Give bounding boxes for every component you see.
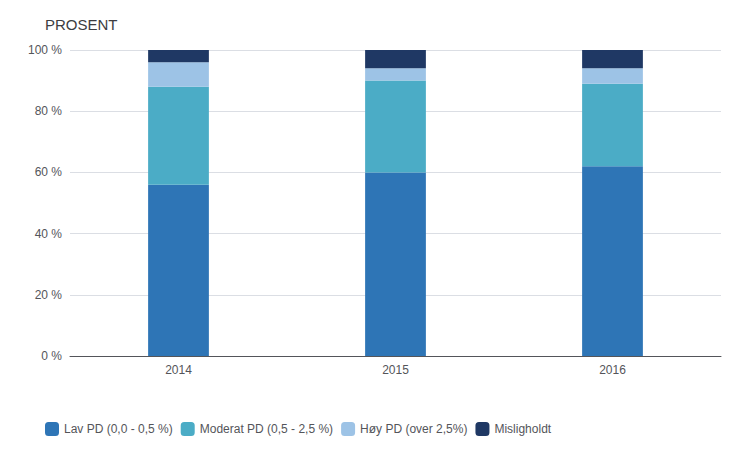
svg-text:Misligholdt: Misligholdt: [494, 422, 551, 436]
svg-text:Høy PD (over 2,5%): Høy PD (over 2,5%): [360, 422, 467, 436]
svg-text:2015: 2015: [382, 363, 409, 377]
svg-text:40 %: 40 %: [35, 227, 63, 241]
svg-text:80 %: 80 %: [35, 104, 63, 118]
svg-text:0 %: 0 %: [41, 349, 62, 363]
svg-text:Moderat PD (0,5 - 2,5 %): Moderat PD (0,5 - 2,5 %): [200, 422, 333, 436]
svg-text:2014: 2014: [165, 363, 192, 377]
svg-text:60 %: 60 %: [35, 165, 63, 179]
svg-text:100 %: 100 %: [28, 43, 62, 57]
svg-text:PROSENT: PROSENT: [45, 16, 118, 33]
svg-text:20 %: 20 %: [35, 288, 63, 302]
svg-text:2016: 2016: [599, 363, 626, 377]
svg-text:Lav PD (0,0 - 0,5 %): Lav PD (0,0 - 0,5 %): [64, 422, 173, 436]
